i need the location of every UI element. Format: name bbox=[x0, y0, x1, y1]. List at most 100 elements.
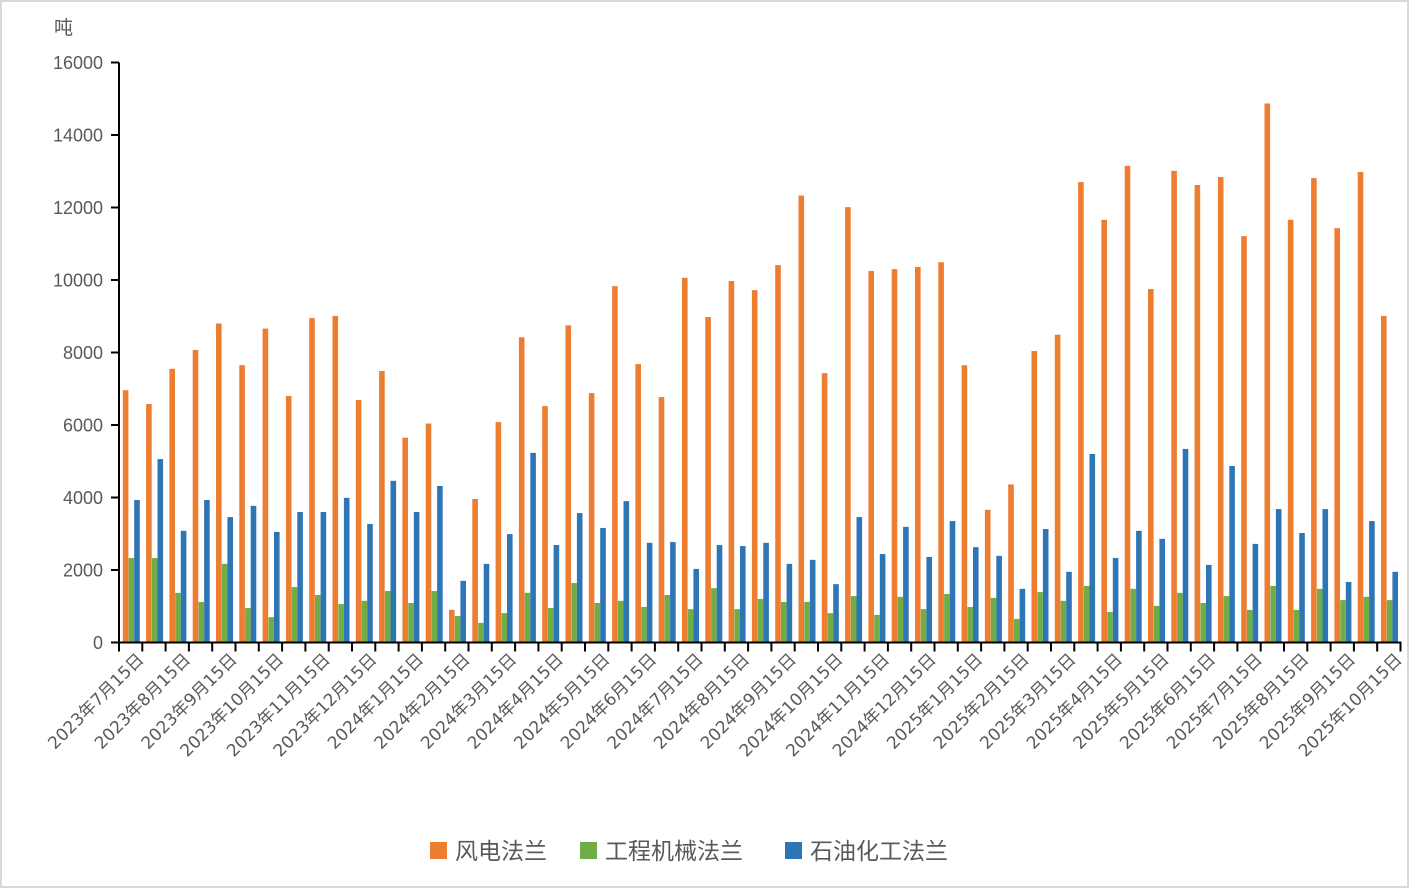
bar-petrochemical bbox=[507, 534, 513, 643]
bar-wind-power bbox=[682, 277, 688, 643]
bar-construction-machinery bbox=[594, 602, 601, 643]
bar-wind-power bbox=[472, 498, 478, 643]
legend-label: 风电法兰 bbox=[455, 839, 547, 865]
bar-construction-machinery bbox=[478, 622, 484, 643]
bar-petrochemical bbox=[600, 527, 606, 643]
bar-petrochemical bbox=[693, 568, 699, 643]
bar-construction-machinery bbox=[874, 614, 880, 643]
bar-petrochemical bbox=[1275, 509, 1282, 643]
bar-petrochemical bbox=[809, 559, 816, 643]
bar-construction-machinery bbox=[1037, 592, 1043, 643]
bar-petrochemical bbox=[1392, 571, 1398, 643]
bar-construction-machinery bbox=[1107, 612, 1113, 643]
bar-wind-power bbox=[775, 265, 781, 643]
bar-construction-machinery bbox=[1153, 605, 1160, 643]
y-tick-label: 8000 bbox=[63, 343, 103, 363]
bar-construction-machinery bbox=[151, 558, 158, 643]
bar-construction-machinery bbox=[454, 616, 461, 643]
bar-wind-power bbox=[518, 337, 525, 643]
bar-construction-machinery bbox=[1386, 600, 1393, 643]
bar-wind-power bbox=[1241, 236, 1247, 643]
bar-petrochemical bbox=[1136, 530, 1142, 643]
bar-wind-power bbox=[961, 365, 968, 643]
bar-wind-power bbox=[1101, 219, 1107, 643]
bar-construction-machinery bbox=[827, 613, 834, 643]
bar-petrochemical bbox=[903, 526, 909, 643]
bar-construction-machinery bbox=[128, 558, 135, 643]
bar-construction-machinery bbox=[967, 606, 973, 643]
bar-wind-power bbox=[449, 609, 455, 643]
bar-wind-power bbox=[332, 315, 339, 643]
bar-construction-machinery bbox=[1083, 585, 1090, 643]
bars-layer bbox=[122, 103, 1398, 643]
bar-construction-machinery bbox=[198, 601, 205, 643]
bar-petrochemical bbox=[390, 480, 397, 643]
bar-wind-power bbox=[1311, 178, 1317, 643]
bar-petrochemical bbox=[786, 563, 793, 643]
bar-petrochemical bbox=[530, 452, 536, 643]
bar-construction-machinery bbox=[1293, 609, 1300, 643]
bar-wind-power bbox=[658, 397, 665, 643]
bar-construction-machinery bbox=[687, 609, 694, 643]
bar-wind-power bbox=[1171, 170, 1177, 643]
bar-petrochemical bbox=[646, 542, 653, 643]
bar-wind-power bbox=[1217, 177, 1224, 643]
bar-wind-power bbox=[495, 422, 502, 643]
bar-petrochemical bbox=[204, 500, 210, 643]
bar-wind-power bbox=[588, 393, 595, 643]
bar-petrochemical bbox=[1019, 588, 1026, 643]
legend-swatch bbox=[785, 842, 802, 859]
bar-wind-power bbox=[309, 318, 315, 643]
y-tick-label: 2000 bbox=[63, 561, 103, 581]
legend-item: 工程机械法兰 bbox=[580, 839, 743, 865]
bar-petrochemical bbox=[483, 563, 490, 643]
bar-wind-power bbox=[938, 262, 944, 643]
y-axis-unit-label: 吨 bbox=[54, 17, 73, 39]
bar-construction-machinery bbox=[757, 599, 764, 643]
legend-swatch bbox=[580, 842, 597, 859]
bar-wind-power bbox=[1078, 182, 1084, 643]
bar-petrochemical bbox=[320, 512, 327, 643]
bar-wind-power bbox=[425, 423, 432, 643]
bar-wind-power bbox=[868, 270, 874, 643]
bar-construction-machinery bbox=[1177, 592, 1183, 643]
y-tick-label: 12000 bbox=[53, 198, 103, 218]
bar-petrochemical bbox=[623, 501, 630, 643]
bar-petrochemical bbox=[716, 544, 723, 643]
bar-wind-power bbox=[1124, 165, 1131, 643]
bar-petrochemical bbox=[926, 556, 932, 643]
bar-construction-machinery bbox=[804, 601, 810, 643]
y-tick-label: 14000 bbox=[53, 126, 103, 146]
bar-construction-machinery bbox=[990, 597, 997, 643]
bar-petrochemical bbox=[1322, 509, 1329, 643]
bar-construction-machinery bbox=[245, 608, 251, 643]
bar-petrochemical bbox=[740, 546, 746, 643]
bar-construction-machinery bbox=[641, 606, 647, 643]
bar-wind-power bbox=[1148, 289, 1154, 643]
bar-construction-machinery bbox=[711, 588, 717, 643]
bar-petrochemical bbox=[1066, 571, 1072, 643]
bar-wind-power bbox=[728, 281, 735, 643]
x-axis-labels: 2023年7月15日2023年8月15日2023年9月15日2023年10月15… bbox=[44, 650, 1406, 761]
legend-item: 石油化工法兰 bbox=[785, 839, 948, 865]
bar-petrochemical bbox=[1182, 448, 1189, 643]
bar-petrochemical bbox=[1369, 521, 1375, 643]
bar-construction-machinery bbox=[338, 604, 344, 643]
bar-construction-machinery bbox=[431, 591, 438, 643]
bar-construction-machinery bbox=[1130, 588, 1137, 643]
bar-wind-power bbox=[216, 323, 222, 643]
bar-wind-power bbox=[891, 269, 898, 643]
bar-wind-power bbox=[798, 195, 805, 643]
bar-petrochemical bbox=[274, 531, 280, 643]
y-tick-label: 0 bbox=[93, 633, 103, 653]
bar-wind-power bbox=[1194, 185, 1201, 643]
bar-construction-machinery bbox=[361, 600, 368, 643]
bar-petrochemical bbox=[1345, 581, 1352, 643]
bar-wind-power bbox=[355, 399, 362, 643]
bar-construction-machinery bbox=[501, 613, 507, 643]
bar-construction-machinery bbox=[734, 609, 740, 643]
bar-petrochemical bbox=[1206, 564, 1212, 643]
bar-construction-machinery bbox=[850, 596, 857, 643]
bar-wind-power bbox=[1357, 171, 1364, 643]
